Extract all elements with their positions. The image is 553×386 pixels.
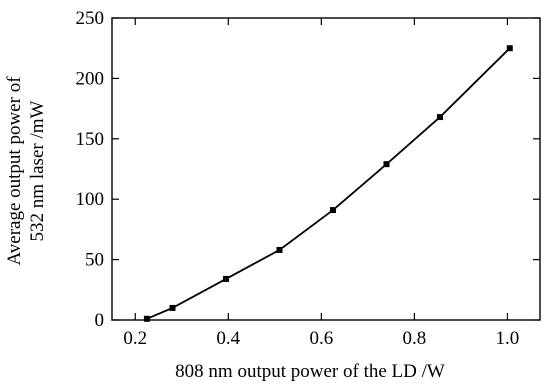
- y-tick-label: 250: [76, 8, 105, 29]
- data-point: [169, 304, 176, 311]
- series: [143, 45, 513, 322]
- x-tick-label: 0.4: [216, 328, 240, 349]
- x-tick-label: 1.0: [496, 328, 520, 349]
- data-point: [436, 114, 443, 121]
- x-tick-label: 0.2: [123, 328, 147, 349]
- y-axis-title-line-2: 532 nm laser /mW: [27, 100, 48, 241]
- data-point: [329, 207, 336, 214]
- y-axis-title-line-1: Average output power of: [4, 76, 25, 266]
- y-tick-label: 150: [76, 129, 105, 150]
- data-point: [143, 315, 150, 322]
- data-point: [276, 246, 283, 253]
- data-point: [383, 161, 390, 168]
- plot-frame: [111, 17, 541, 321]
- y-tick-label: 50: [85, 250, 104, 271]
- data-point: [506, 45, 513, 52]
- y-tick-label: 100: [76, 189, 105, 210]
- x-tick-label: 0.8: [403, 328, 427, 349]
- ticks: 0.2 0.4 0.6 0.8 1.0 0 50 100 150 200 250: [76, 8, 540, 349]
- data-point: [222, 275, 229, 282]
- x-axis-title: 808 nm output power of the LD /W: [175, 361, 445, 382]
- y-tick-label: 0: [95, 310, 105, 331]
- y-tick-label: 200: [76, 68, 105, 89]
- axes: [111, 17, 541, 321]
- series-line: [146, 47, 511, 320]
- x-tick-label: 0.6: [309, 328, 333, 349]
